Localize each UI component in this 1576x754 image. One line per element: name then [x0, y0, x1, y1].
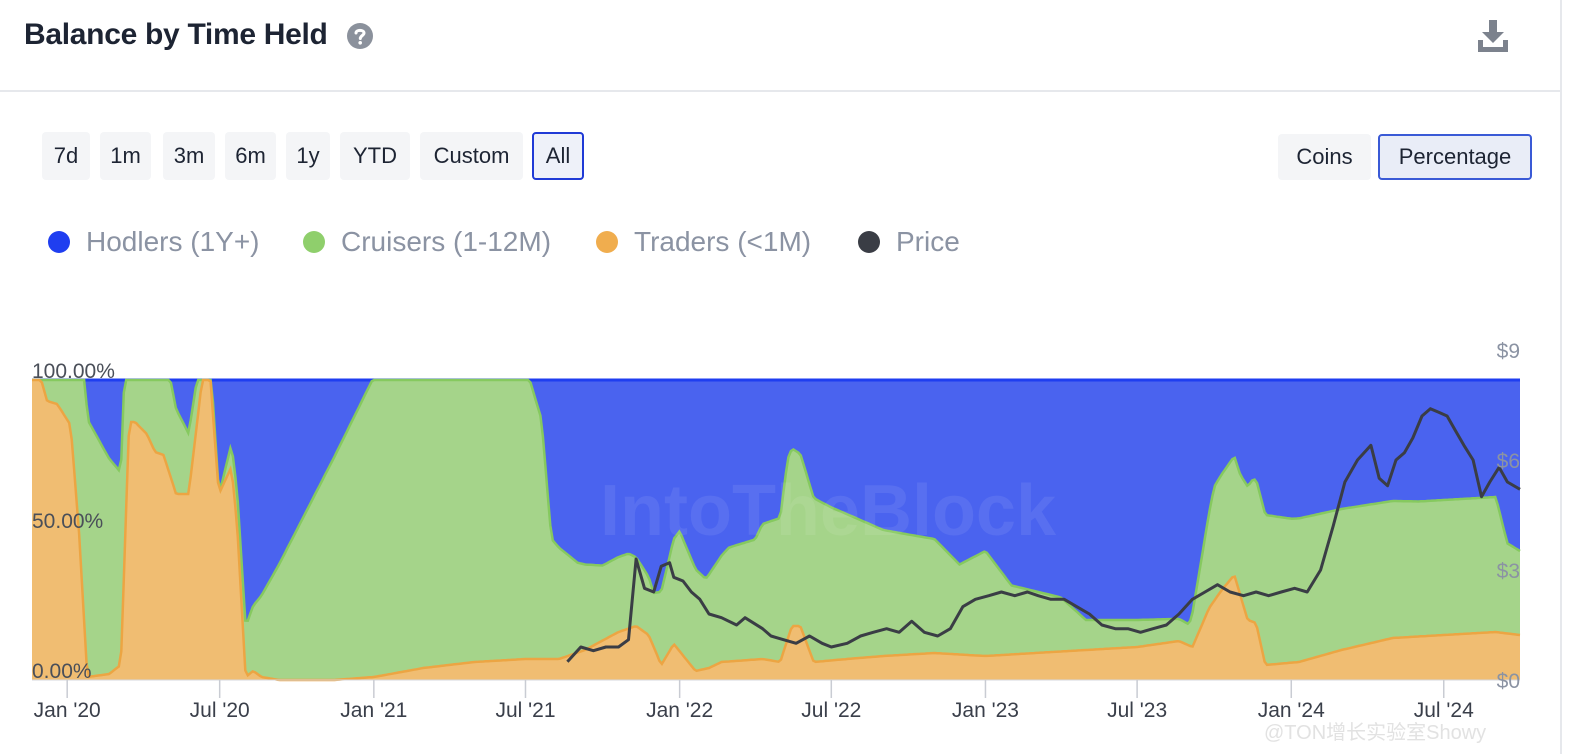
legend-label-cruisers: Cruisers (1-12M): [341, 226, 552, 257]
x-tick-label: Jul '21: [495, 699, 555, 722]
cruisers-area: [32, 380, 1520, 680]
legend-price[interactable]: Price: [858, 224, 960, 260]
price-line: [566, 407, 1521, 663]
x-tick-label: Jul '20: [190, 699, 250, 722]
download-icon[interactable]: [1476, 18, 1510, 54]
x-tick-label: Jul '23: [1107, 699, 1167, 722]
range-ytd-button[interactable]: YTD: [340, 132, 410, 180]
coins-mode-button[interactable]: Coins: [1278, 134, 1371, 180]
legend-cruisers[interactable]: Cruisers (1-12M): [303, 224, 551, 260]
chart-title: Balance by Time Held: [24, 18, 328, 51]
y-right-tick-label: $6: [1497, 450, 1520, 473]
watermark-logo: IntoTheBlock: [600, 471, 1057, 551]
x-tick-label: Jan '20: [34, 699, 101, 722]
balance-chart: 0.00% 50.00% 100.00% $0 $3 $6 $9 Jan '20 Jul '20…: [32, 340, 1521, 722]
x-tick-label: Jan '24: [1258, 699, 1325, 722]
range-6m-button[interactable]: 6m: [225, 132, 276, 180]
x-tick-label: Jul '24: [1414, 699, 1474, 722]
cruisers-line: [32, 378, 1521, 626]
legend-dot-cruisers: [303, 231, 325, 253]
y-left-tick-label: 50.00%: [32, 510, 103, 533]
x-tick-label: Jul '22: [801, 699, 861, 722]
range-1m-button[interactable]: 1m: [100, 132, 151, 180]
legend-traders[interactable]: Traders (<1M): [596, 224, 811, 260]
panel-border: [1560, 0, 1562, 754]
y-left-tick-label: 0.00%: [32, 660, 92, 683]
range-1y-button[interactable]: 1y: [286, 132, 330, 180]
legend-dot-traders: [596, 231, 618, 253]
range-all-button[interactable]: All: [532, 132, 584, 180]
watermark-caption: @TON增长实验室Showy: [1264, 722, 1487, 744]
x-tick-label: Jan '21: [340, 699, 407, 722]
percentage-mode-button[interactable]: Percentage: [1378, 134, 1532, 180]
legend-label-price: Price: [896, 226, 960, 257]
legend-dot-price: [858, 231, 880, 253]
y-right-tick-label: $0: [1497, 670, 1520, 693]
legend-dot-hodlers: [48, 231, 70, 253]
question-circle-icon[interactable]: [346, 22, 374, 50]
legend-hodlers[interactable]: Hodlers (1Y+): [48, 224, 260, 260]
y-left-tick-label: 100.00%: [32, 360, 115, 383]
x-tick-label: Jan '22: [646, 699, 713, 722]
x-tick-label: Jan '23: [952, 699, 1019, 722]
range-3m-button[interactable]: 3m: [163, 132, 215, 180]
y-right-tick-label: $3: [1497, 560, 1520, 583]
traders-area: [32, 380, 1520, 680]
chart-header: Balance by Time Held: [0, 0, 1560, 92]
legend-label-traders: Traders (<1M): [634, 226, 812, 257]
legend-label-hodlers: Hodlers (1Y+): [86, 226, 260, 257]
range-custom-button[interactable]: Custom: [420, 132, 523, 180]
y-right-tick-label: $9: [1497, 340, 1520, 363]
range-7d-button[interactable]: 7d: [42, 132, 90, 180]
